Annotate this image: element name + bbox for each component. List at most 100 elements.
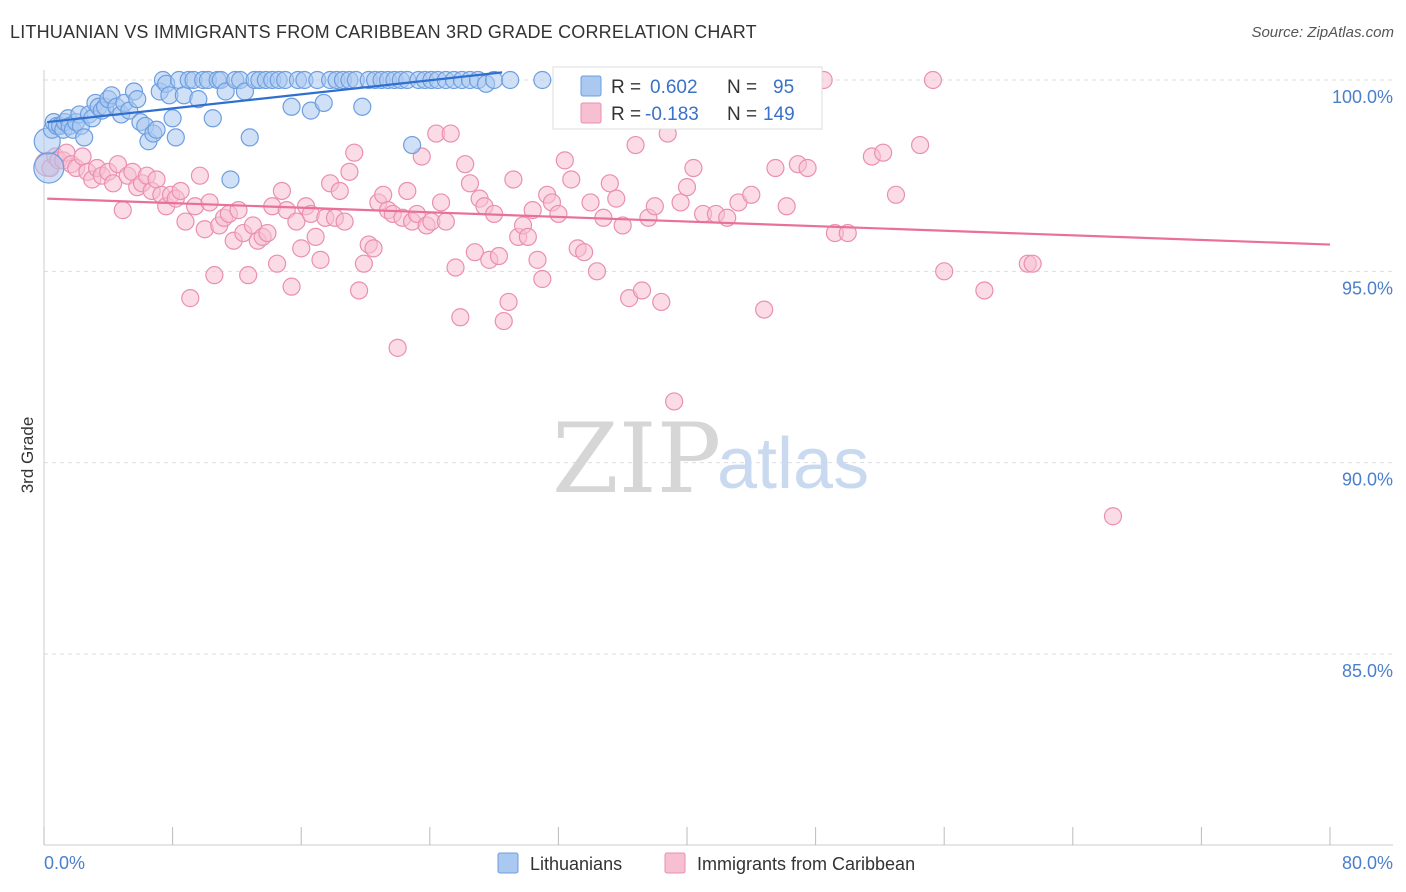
- bottom-legend: Lithuanians Immigrants from Caribbean: [497, 852, 915, 874]
- caribbean-point: [518, 227, 537, 246]
- y-tick-label: 100.0%: [1332, 87, 1393, 107]
- caribbean-point: [349, 281, 369, 300]
- caribbean-point: [549, 204, 568, 224]
- lithuanian-point: [189, 90, 208, 109]
- legend-swatch-caribbean: [580, 102, 602, 124]
- caribbean-point: [575, 243, 594, 262]
- caribbean-point: [626, 135, 645, 155]
- caribbean-point: [388, 338, 407, 357]
- caribbean-point: [607, 189, 626, 208]
- legend-r-value-0: 0.602: [650, 77, 698, 98]
- caribbean-point: [587, 262, 607, 281]
- watermark-zip: ZIP: [552, 403, 721, 515]
- caribbean-point: [229, 201, 248, 220]
- caribbean-point: [645, 197, 664, 216]
- y-tick-label: 85.0%: [1342, 661, 1393, 681]
- caribbean-point: [886, 185, 906, 204]
- legend-n-value-0: 95: [773, 77, 794, 98]
- lithuanian-point: [128, 90, 147, 109]
- caribbean-point: [306, 227, 325, 246]
- lithuanian-point: [314, 93, 333, 113]
- caribbean-point: [499, 292, 518, 312]
- lithuanian-point: [403, 135, 422, 155]
- caribbean-point: [73, 147, 92, 166]
- caribbean-point: [600, 174, 619, 193]
- caribbean-point: [171, 181, 190, 201]
- caribbean-point: [528, 250, 547, 269]
- caribbean-point: [354, 254, 373, 273]
- lithuanian-point: [166, 128, 185, 147]
- caribbean-point: [436, 212, 455, 231]
- caribbean-point: [104, 174, 123, 193]
- caribbean-point: [523, 201, 542, 220]
- caribbean-point: [398, 181, 417, 201]
- x-tick-label-min: 0.0%: [44, 853, 85, 873]
- caribbean-point: [340, 162, 359, 181]
- caribbean-point: [446, 258, 465, 277]
- lithuanian-point: [533, 70, 552, 90]
- lithuanian-point: [33, 152, 65, 184]
- caribbean-point: [239, 266, 258, 285]
- gridlines: [44, 79, 1393, 655]
- caribbean-point: [456, 155, 475, 174]
- caribbean-point: [335, 212, 354, 231]
- caribbean-point: [755, 300, 774, 319]
- lithuanian-point: [75, 128, 94, 147]
- caribbean-point: [200, 193, 219, 212]
- caribbean-point: [910, 135, 930, 155]
- caribbean-point: [555, 151, 574, 170]
- caribbean-point: [258, 223, 277, 243]
- caribbean-point: [311, 250, 330, 269]
- caribbean-point: [272, 181, 292, 201]
- lithuanian-point: [282, 97, 301, 116]
- y-tick-label: 90.0%: [1342, 470, 1393, 490]
- caribbean-point: [742, 185, 761, 204]
- caribbean-point: [330, 181, 349, 201]
- caribbean-point: [1103, 507, 1123, 526]
- lithuanian-point: [501, 70, 520, 90]
- watermark-atlas: atlas: [717, 424, 869, 504]
- caribbean-point: [798, 158, 817, 178]
- caribbean-point: [504, 170, 523, 189]
- source-credit: Source: ZipAtlas.com: [1251, 24, 1394, 41]
- legend-swatch-lithuanians: [580, 75, 602, 97]
- caribbean-point: [838, 223, 857, 243]
- caribbean-point: [684, 158, 703, 178]
- bottom-legend-label-lithuanians: Lithuanians: [530, 854, 622, 874]
- caribbean-point: [923, 70, 943, 90]
- caribbean-point: [181, 289, 200, 308]
- caribbean-point: [777, 197, 796, 216]
- legend-n-label-1: N =: [727, 104, 757, 125]
- caribbean-point: [460, 174, 480, 193]
- caribbean-point: [562, 170, 581, 189]
- caribbean-point: [267, 254, 287, 273]
- caribbean-point: [364, 239, 383, 258]
- legend-r-value-1: -0.183: [645, 104, 699, 125]
- caribbean-point: [533, 269, 552, 289]
- caribbean-point: [176, 212, 195, 231]
- caribbean-point: [431, 193, 451, 212]
- caribbean-point: [465, 243, 484, 262]
- caribbean-point: [489, 246, 509, 266]
- trendline-lithuanians: [47, 71, 503, 124]
- caribbean-point: [282, 277, 301, 296]
- axes: [43, 70, 1393, 846]
- legend-n-value-1: 149: [763, 104, 795, 125]
- caribbean-point: [665, 392, 684, 411]
- caribbean-point: [345, 143, 364, 162]
- x-tick-label-max: 80.0%: [1342, 853, 1393, 873]
- legend-r-label-1: R =: [611, 104, 641, 125]
- caribbean-point: [205, 266, 224, 285]
- caribbean-point: [1023, 254, 1042, 273]
- y-tick-label: 95.0%: [1342, 278, 1393, 298]
- caribbean-point: [677, 178, 697, 197]
- caribbean-point: [451, 308, 470, 327]
- bottom-legend-swatch-lithuanians: [497, 852, 519, 874]
- caribbean-point: [874, 143, 893, 162]
- bottom-legend-label-caribbean: Immigrants from Caribbean: [697, 854, 915, 874]
- caribbean-point: [652, 292, 671, 312]
- caribbean-point: [113, 201, 132, 220]
- caribbean-point: [671, 193, 690, 212]
- caribbean-point: [632, 281, 652, 300]
